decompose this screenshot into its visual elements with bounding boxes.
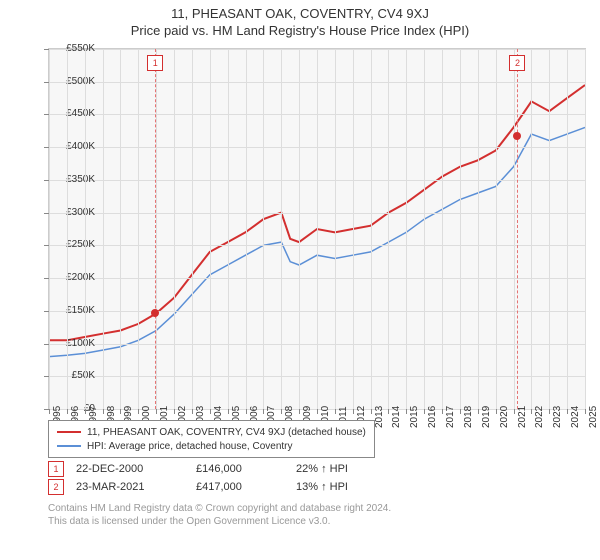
- y-axis-label: £300K: [49, 207, 95, 218]
- x-axis-label: 2019: [481, 406, 492, 428]
- x-axis-label: 2015: [409, 406, 420, 428]
- sale-marker: 2: [48, 479, 64, 495]
- legend-item: HPI: Average price, detached house, Cove…: [57, 439, 366, 453]
- sale-date: 23-MAR-2021: [76, 481, 196, 493]
- x-axis-label: 2021: [517, 406, 528, 428]
- sale-hpi: 13% ↑ HPI: [296, 481, 396, 493]
- marker-dot: [513, 132, 521, 140]
- y-axis-label: £500K: [49, 76, 95, 87]
- sale-hpi: 22% ↑ HPI: [296, 463, 396, 475]
- sale-row: 1 22-DEC-2000 £146,000 22% ↑ HPI: [48, 460, 396, 478]
- legend: 11, PHEASANT OAK, COVENTRY, CV4 9XJ (det…: [48, 420, 375, 458]
- chart-container: 11, PHEASANT OAK, COVENTRY, CV4 9XJ Pric…: [0, 0, 600, 560]
- legend-label: 11, PHEASANT OAK, COVENTRY, CV4 9XJ (det…: [87, 427, 366, 438]
- footer: Contains HM Land Registry data © Crown c…: [48, 502, 391, 528]
- sale-row: 2 23-MAR-2021 £417,000 13% ↑ HPI: [48, 478, 396, 496]
- y-axis-label: £400K: [49, 141, 95, 152]
- y-axis-label: £350K: [49, 174, 95, 185]
- x-axis-label: 2020: [499, 406, 510, 428]
- legend-item: 11, PHEASANT OAK, COVENTRY, CV4 9XJ (det…: [57, 425, 366, 439]
- chart-title-address: 11, PHEASANT OAK, COVENTRY, CV4 9XJ: [0, 0, 600, 21]
- legend-swatch: [57, 445, 81, 447]
- y-axis-label: £150K: [49, 305, 95, 316]
- marker-dot: [151, 309, 159, 317]
- x-axis-label: 2016: [427, 406, 438, 428]
- x-axis-label: 2013: [374, 406, 385, 428]
- y-axis-label: £100K: [49, 338, 95, 349]
- y-axis-label: £550K: [49, 43, 95, 54]
- legend-label: HPI: Average price, detached house, Cove…: [87, 441, 293, 452]
- y-axis-label: £50K: [49, 370, 95, 381]
- sale-date: 22-DEC-2000: [76, 463, 196, 475]
- marker-box: 2: [509, 55, 525, 71]
- y-axis-label: £250K: [49, 239, 95, 250]
- x-axis-label: 2018: [463, 406, 474, 428]
- sale-marker: 1: [48, 461, 64, 477]
- chart-title-subtitle: Price paid vs. HM Land Registry's House …: [0, 21, 600, 42]
- marker-box: 1: [147, 55, 163, 71]
- sales-list: 1 22-DEC-2000 £146,000 22% ↑ HPI 2 23-MA…: [48, 460, 396, 496]
- x-axis-label: 2014: [391, 406, 402, 428]
- sale-price: £417,000: [196, 481, 296, 493]
- x-axis-label: 2022: [534, 406, 545, 428]
- x-axis-label: 2017: [445, 406, 456, 428]
- footer-line: This data is licensed under the Open Gov…: [48, 515, 391, 528]
- y-axis-label: £200K: [49, 272, 95, 283]
- footer-line: Contains HM Land Registry data © Crown c…: [48, 502, 391, 515]
- x-axis-label: 2025: [588, 406, 599, 428]
- x-axis-label: 2023: [552, 406, 563, 428]
- y-axis-label: £450K: [49, 108, 95, 119]
- sale-price: £146,000: [196, 463, 296, 475]
- x-axis-label: 2024: [570, 406, 581, 428]
- legend-swatch: [57, 431, 81, 433]
- plot-area: £0£50K£100K£150K£200K£250K£300K£350K£400…: [48, 48, 586, 410]
